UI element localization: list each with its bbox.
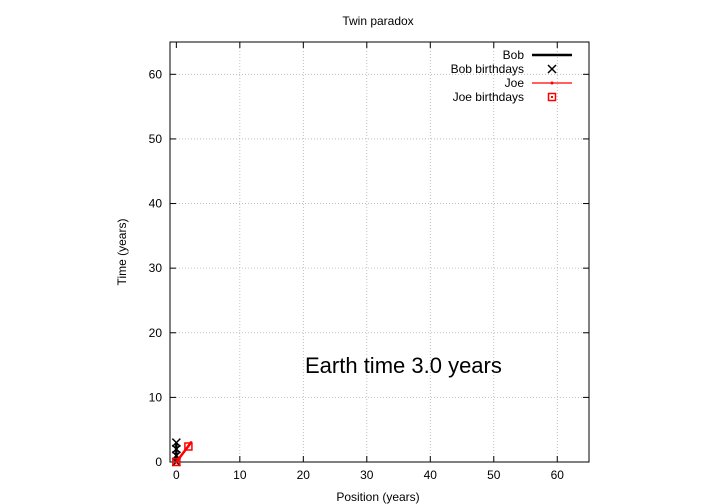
x-stroke <box>547 64 557 74</box>
legend-label: Joe birthdays <box>453 90 524 104</box>
x-stroke <box>171 438 181 448</box>
x-tick-label: 0 <box>173 468 180 482</box>
grid <box>170 42 589 462</box>
x-tick-label: 40 <box>424 468 438 482</box>
square-dot <box>175 461 178 463</box>
x-tick-label: 30 <box>360 468 374 482</box>
x-marker <box>171 444 181 454</box>
y-tick-label: 30 <box>149 261 163 275</box>
square-marker <box>547 92 557 102</box>
earth-time-annotation: Earth time 3.0 years <box>305 353 502 378</box>
legend-item: Bob <box>503 48 572 62</box>
square-outline <box>184 442 193 451</box>
y-axis-label: Time (years) <box>115 219 129 286</box>
legend-label: Joe <box>505 76 525 90</box>
y-tick-label: 0 <box>155 455 162 469</box>
legend-item: Bob birthdays <box>451 62 557 76</box>
square-dot <box>187 445 190 448</box>
x-tick-label: 10 <box>233 468 247 482</box>
square-dot <box>551 96 553 98</box>
x-tick-label: 60 <box>551 468 565 482</box>
y-tick-label: 50 <box>149 132 163 146</box>
legend-label: Bob <box>503 48 525 62</box>
x-tick-label: 50 <box>487 468 501 482</box>
axis-ticks: 0 10 20 30 40 50 60 0 10 20 30 40 50 60 <box>149 42 589 482</box>
x-tick-label: 20 <box>297 468 311 482</box>
square-marker <box>172 457 181 467</box>
square-outline <box>172 457 181 467</box>
x-axis-label: Position (years) <box>336 490 419 504</box>
chart-title: Twin paradox <box>342 14 413 28</box>
x-marker <box>547 64 557 74</box>
square-marker <box>184 442 193 451</box>
plot-frame <box>169 41 590 463</box>
x-marker <box>171 438 181 448</box>
y-tick-label: 40 <box>149 197 163 211</box>
legend-swatch-point <box>550 81 554 85</box>
series-joe-birthdays <box>172 442 193 467</box>
y-tick-label: 60 <box>149 67 163 81</box>
series-group <box>171 438 193 467</box>
square-outline <box>547 92 557 102</box>
x-stroke <box>171 444 181 454</box>
y-tick-label: 20 <box>149 326 163 340</box>
legend-item: Joe birthdays <box>453 90 557 104</box>
legend-item: Joe <box>505 76 572 90</box>
y-tick-label: 10 <box>149 390 163 404</box>
legend-label: Bob birthdays <box>451 62 524 76</box>
